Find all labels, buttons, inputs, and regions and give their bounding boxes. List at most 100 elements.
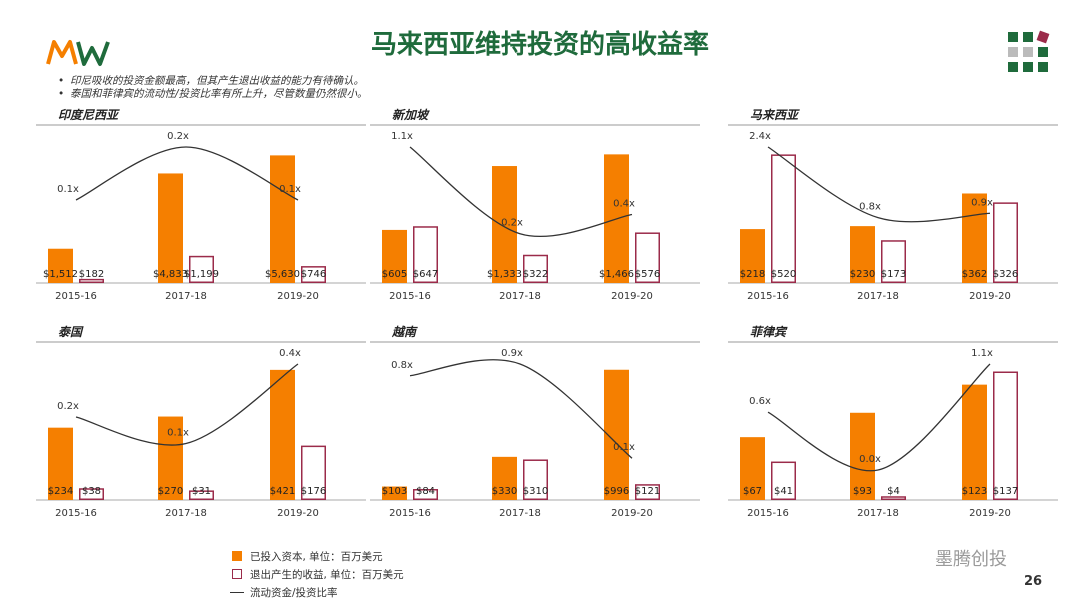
chart-malaysia: 马来西亚 $218 $520 2015-16 $230 $173 2017-18 $362 $3… xyxy=(728,108,1058,302)
watermark: 墨腾创投 xyxy=(935,549,1007,570)
data-label-invested: $93 xyxy=(853,486,872,497)
ratio-label: 0.2x xyxy=(57,401,79,412)
x-tick-label: 2019-20 xyxy=(611,291,653,302)
legend-label-exit: 退出产生的收益, 单位：百万美元 xyxy=(250,568,404,581)
data-label-invested: $330 xyxy=(492,486,517,497)
ratio-label: 0.9x xyxy=(971,197,993,208)
bar-invested xyxy=(962,384,987,500)
bar-exit xyxy=(881,496,906,500)
bar-invested xyxy=(740,437,765,500)
data-label-invested: $4,833 xyxy=(153,269,188,280)
page-title: 马来西亚维持投资的高收益率 xyxy=(370,30,709,60)
x-tick-label: 2019-20 xyxy=(277,291,319,302)
ratio-line xyxy=(75,363,299,446)
ratio-label: 0.1x xyxy=(279,184,301,195)
ratio-line xyxy=(75,146,299,201)
ratio-label: 0.1x xyxy=(57,184,79,195)
bar-invested xyxy=(382,229,407,283)
x-tick-label: 2015-16 xyxy=(389,291,431,302)
x-tick-label: 2015-16 xyxy=(747,291,789,302)
data-label-invested: $362 xyxy=(962,269,987,280)
data-label-exit: $137 xyxy=(993,486,1018,497)
company-logo xyxy=(46,40,110,66)
chart-singapore: 新加坡 $605 $647 2015-16 $1,333 $322 2017-18 $1,46… xyxy=(370,108,700,302)
bar-exit xyxy=(189,255,214,283)
x-tick-label: 2015-16 xyxy=(747,508,789,519)
bar-exit xyxy=(301,445,326,500)
data-label-exit: $746 xyxy=(301,269,326,280)
x-tick-label: 2019-20 xyxy=(611,508,653,519)
ratio-line xyxy=(767,363,991,472)
data-label-exit: $310 xyxy=(523,486,548,497)
data-label-exit: $84 xyxy=(416,486,435,497)
chart-legend: 已投入资本, 单位：百万美元 退出产生的收益, 单位：百万美元 流动资金/投资比… xyxy=(230,547,404,601)
ratio-line xyxy=(767,146,991,223)
ratio-line xyxy=(409,146,633,238)
ratio-label: 0.9x xyxy=(501,348,523,359)
bar-exit xyxy=(413,489,438,500)
data-label-invested: $996 xyxy=(604,486,629,497)
bar-exit xyxy=(79,278,104,283)
data-label-exit: $4 xyxy=(887,486,900,497)
data-label-exit: $173 xyxy=(881,269,906,280)
data-label-invested: $234 xyxy=(48,486,73,497)
data-label-exit: $176 xyxy=(301,486,326,497)
data-label-exit: $38 xyxy=(82,486,101,497)
x-tick-label: 2017-18 xyxy=(857,291,899,302)
ratio-label: 0.8x xyxy=(391,360,413,371)
bar-invested xyxy=(850,226,875,283)
summary-bullets: 印尼吸收的投资金额最高，但其产生退出收益的能力有待确认。 泰国和菲律宾的流动性/… xyxy=(58,75,368,101)
bar-exit xyxy=(523,254,548,284)
bar-exit xyxy=(635,232,660,284)
bar-exit xyxy=(523,459,548,500)
legend-swatch-exit xyxy=(232,569,242,579)
bar-invested xyxy=(48,427,73,500)
legend-swatch-invested xyxy=(232,551,242,561)
bar-exit xyxy=(189,490,214,500)
data-label-exit: $326 xyxy=(993,269,1018,280)
bar-exit xyxy=(301,266,326,284)
ratio-label: 0.0x xyxy=(859,454,881,465)
data-label-exit: $31 xyxy=(192,486,211,497)
panel-title: 菲律宾 xyxy=(750,325,788,339)
data-label-invested: $421 xyxy=(270,486,295,497)
bar-invested xyxy=(492,166,517,283)
bar-exit xyxy=(413,226,438,283)
data-label-exit: $576 xyxy=(635,269,660,280)
chart-indonesia: 印度尼西亚 $1,512 $182 2015-16 $4,833$1,199 2017-1… xyxy=(36,108,366,302)
x-tick-label: 2015-16 xyxy=(55,291,97,302)
bar-invested xyxy=(740,229,765,283)
x-tick-label: 2015-16 xyxy=(55,508,97,519)
page-number: 26 xyxy=(1024,574,1043,589)
panel-title: 新加坡 xyxy=(392,108,430,122)
data-label-invested: $123 xyxy=(962,486,987,497)
ratio-label: 0.1x xyxy=(167,428,189,439)
data-label-invested: $1,466 xyxy=(599,269,634,280)
brand-grid-icon xyxy=(1008,30,1050,72)
data-label-invested: $218 xyxy=(740,269,765,280)
data-label-exit: $41 xyxy=(774,486,793,497)
ratio-label: 1.1x xyxy=(971,348,993,359)
data-label-invested: $1,512 xyxy=(43,269,78,280)
ratio-label: 0.4x xyxy=(613,198,635,209)
x-tick-label: 2017-18 xyxy=(499,291,541,302)
panel-title: 印度尼西亚 xyxy=(58,108,120,122)
bullet-item: 泰国和菲律宾的流动性/投资比率有所上升，尽管数量仍然很小。 xyxy=(58,88,368,101)
x-tick-label: 2015-16 xyxy=(389,508,431,519)
bar-exit xyxy=(771,154,796,283)
chart-thailand: 泰国 $234 $38 2015-16 $270 $31 2017-18 $421 $176 20… xyxy=(36,325,366,519)
data-label-exit: $121 xyxy=(635,486,660,497)
data-label-invested: $605 xyxy=(382,269,407,280)
chart-vietnam: 越南 $103 $84 2015-16 $330 $310 2017-18 $996 $121 2… xyxy=(370,325,700,519)
panel-title: 泰国 xyxy=(58,325,84,339)
data-label-invested: $1,333 xyxy=(487,269,522,280)
data-label-exit: $520 xyxy=(771,269,796,280)
ratio-label: 0.1x xyxy=(613,442,635,453)
x-tick-label: 2019-20 xyxy=(969,508,1011,519)
bar-invested xyxy=(158,416,183,500)
x-tick-label: 2017-18 xyxy=(499,508,541,519)
data-label-exit: $1,199 xyxy=(184,269,219,280)
data-label-invested: $67 xyxy=(743,486,762,497)
data-label-invested: $103 xyxy=(382,486,407,497)
x-tick-label: 2019-20 xyxy=(277,508,319,519)
